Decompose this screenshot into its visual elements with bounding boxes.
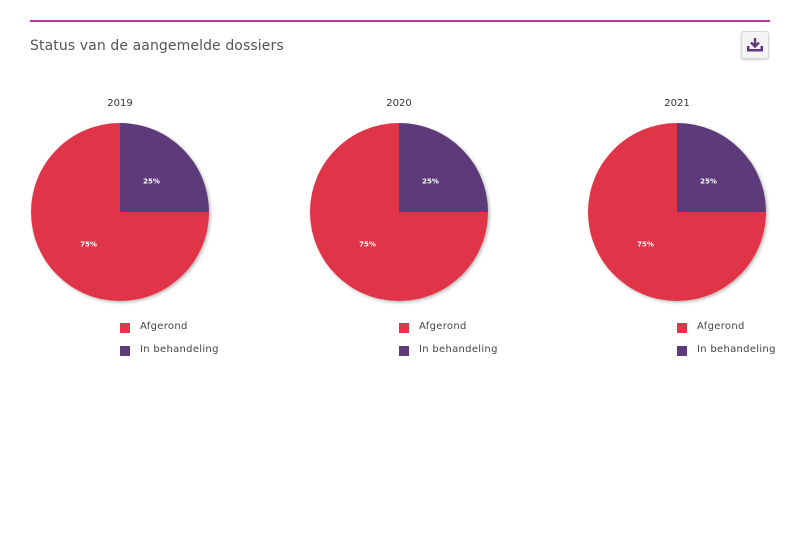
- pie-panel-2020: 2020 25% 75% Afgerond In behandeling: [309, 95, 509, 365]
- pie-panel-2021: 2021 25% 75% Afgerond In behandeling: [587, 95, 787, 365]
- page-title: Status van de aangemelde dossiers: [30, 38, 284, 54]
- download-tray-icon: [747, 38, 763, 52]
- legend-swatch-afgerond: [399, 323, 409, 333]
- download-button[interactable]: [741, 31, 769, 59]
- legend-swatch-afgerond: [677, 323, 687, 333]
- pie-chart-2020: 25% 75%: [310, 123, 488, 301]
- pie-slice-afgerond[interactable]: [310, 123, 488, 301]
- pie-data-label: 75%: [80, 240, 97, 248]
- pie-chart-2021: 25% 75%: [588, 123, 766, 301]
- pie-data-label: 75%: [637, 240, 654, 248]
- header-divider: [30, 20, 770, 22]
- pie-panel-2019: 2019 25% 75% Afgerond In behandeling: [30, 95, 230, 365]
- legend-label: In behandeling: [419, 344, 498, 355]
- pie-slice-afgerond[interactable]: [31, 123, 209, 301]
- chart-title: 2019: [107, 98, 133, 109]
- chart-title: 2020: [386, 98, 412, 109]
- legend-swatch-afgerond: [120, 323, 130, 333]
- legend-label: Afgerond: [140, 321, 188, 332]
- legend-label: Afgerond: [697, 321, 745, 332]
- pie-slice-in-behandeling[interactable]: [120, 123, 209, 212]
- pie-chart-2019: 25% 75%: [31, 123, 209, 301]
- legend-swatch-in-behandeling: [120, 346, 130, 356]
- legend-swatch-in-behandeling: [399, 346, 409, 356]
- legend-label: In behandeling: [140, 344, 219, 355]
- pie-data-label: 25%: [422, 178, 439, 186]
- legend-swatch-in-behandeling: [677, 346, 687, 356]
- pie-data-label: 25%: [143, 178, 160, 186]
- pie-slice-in-behandeling[interactable]: [399, 123, 488, 212]
- legend-label: Afgerond: [419, 321, 467, 332]
- legend-label: In behandeling: [697, 344, 776, 355]
- pie-data-label: 25%: [700, 178, 717, 186]
- pie-slice-in-behandeling[interactable]: [677, 123, 766, 212]
- pie-data-label: 75%: [359, 240, 376, 248]
- pie-slice-afgerond[interactable]: [588, 123, 766, 301]
- chart-title: 2021: [664, 98, 690, 109]
